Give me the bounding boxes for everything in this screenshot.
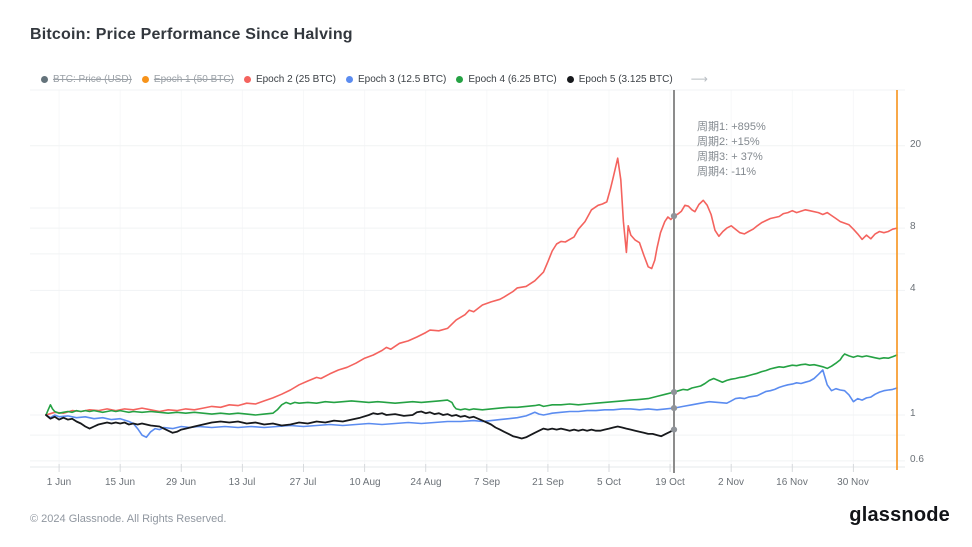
legend-dot-icon [346,75,353,83]
marker-dot-epoch-2-25-btc [670,212,678,220]
annotation-line: 周期4: -11% [697,166,757,178]
x-tick-label: 1 Jun [46,477,72,488]
annotation-line: 周期1: +895% [697,121,766,133]
legend-item-epoch-5-3.125-btc[interactable]: Epoch 5 (3.125 BTC) [566,73,673,85]
marker-dot-epoch-5-3.125-btc [670,426,678,433]
legend-dot-icon [243,75,251,83]
legend-item-epoch-2-25-btc[interactable]: Epoch 2 (25 BTC) [243,73,336,85]
page-title: Bitcoin: Price Performance Since Halving [30,26,353,43]
x-tick-label: 10 Aug [349,477,381,488]
legend-item-btc-price-usd[interactable]: BTC: Price (USD) [41,74,132,85]
legend-label: Epoch 3 (12.5 BTC) [358,73,447,85]
y-tick-label: 0.6 [910,454,924,465]
legend-label: Epoch 4 (6.25 BTC) [468,73,557,85]
legend-item-epoch-1-50-btc[interactable]: Epoch 1 (50 BTC) [141,73,234,85]
legend-label: Epoch 2 (25 BTC) [255,73,336,85]
x-tick-label: 19 Oct [655,477,685,488]
y-tick-label: 1 [910,408,916,419]
copyright-text: © 2024 Glassnode. All Rights Reserved. [30,513,227,525]
legend-label: Epoch 5 (3.125 BTC) [578,73,673,85]
cycle-returns-annotation: 周期1: +895% 周期2: +15% 周期3: + 37% 周期4: -11% [697,120,766,180]
x-tick-label: 21 Sep [532,477,564,488]
legend-dot-icon [456,75,464,83]
legend-overflow-arrow-icon[interactable]: ⟶ [690,72,708,86]
annotation-line: 周期2: +15% [697,136,760,148]
y-tick-label: 8 [910,221,916,232]
glassnode-logo: glassnode [849,504,950,526]
x-tick-label: 5 Oct [597,477,621,488]
marker-dot-epoch-4-6.25-btc [670,389,678,396]
epoch-3-12.5-btc-line [45,369,898,439]
x-tick-label: 15 Jun [104,477,136,488]
legend-item-epoch-3-12.5-btc[interactable]: Epoch 3 (12.5 BTC) [346,74,446,85]
legend-dot-icon [141,75,149,83]
marker-dot-epoch-3-12.5-btc [670,405,678,412]
legend-label: BTC: Price (USD) [53,73,132,85]
x-tick-label: 13 Jul [228,477,256,488]
legend-label: Epoch 1 (50 BTC) [153,73,234,85]
annotation-line: 周期3: + 37% [697,151,763,163]
epoch-4-6.25-btc-line [45,353,898,416]
y-tick-label: 4 [910,283,916,294]
legend-item-epoch-4-6.25-btc[interactable]: Epoch 4 (6.25 BTC) [456,73,557,85]
x-tick-label: 16 Nov [776,477,808,488]
x-tick-label: 29 Jun [165,477,197,488]
legend: BTC: Price (USD) Epoch 1 (50 BTC) Epoch 2 … [41,71,708,87]
x-tick-label: 2 Nov [717,477,745,488]
x-tick-label: 7 Sep [473,477,501,488]
x-tick-label: 27 Jul [289,477,317,488]
legend-dot-icon [566,75,574,83]
x-tick-label: 24 Aug [410,477,442,488]
epoch-2-25-btc-line [45,157,898,416]
legend-dot-icon [41,75,48,83]
epoch-5-3.125-btc-line [45,410,675,440]
y-tick-label: 20 [910,139,922,150]
x-tick-label: 30 Nov [837,477,869,488]
